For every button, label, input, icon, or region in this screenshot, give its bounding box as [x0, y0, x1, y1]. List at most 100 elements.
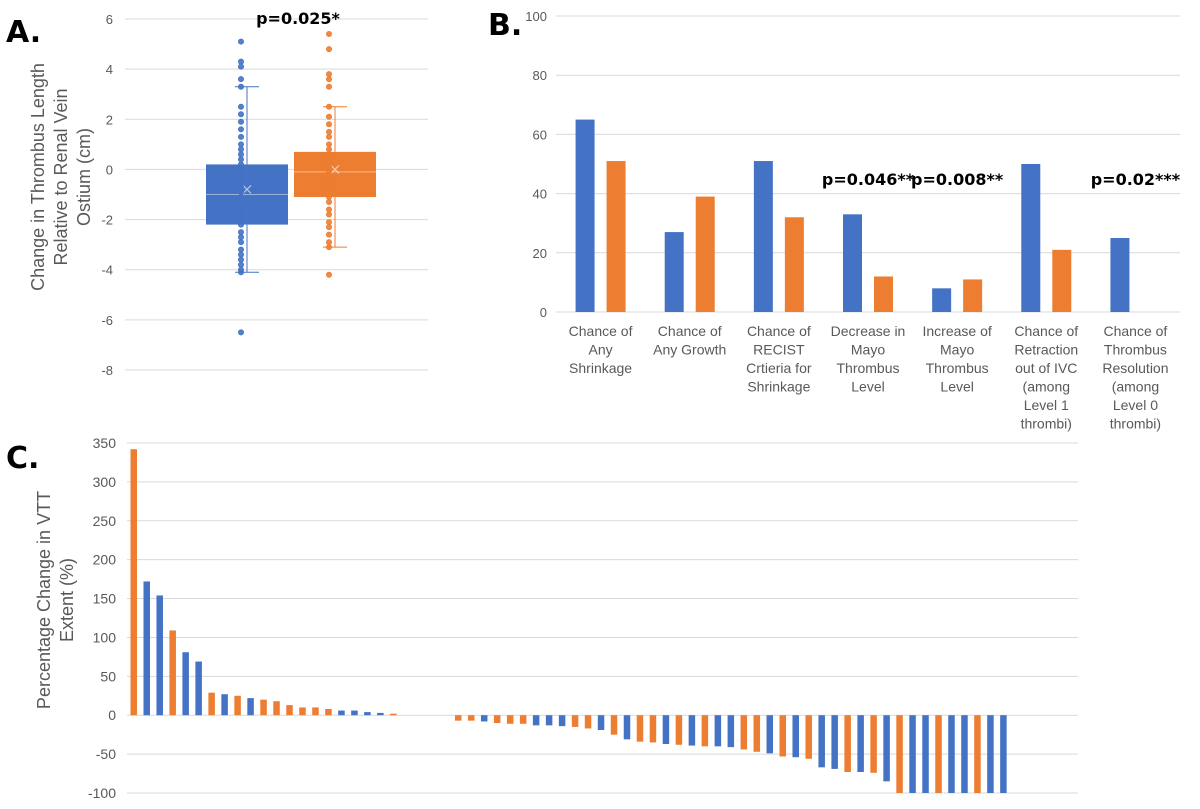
bar	[961, 715, 968, 793]
box	[294, 151, 376, 198]
data-point	[237, 206, 244, 213]
data-point	[237, 133, 244, 140]
y-tick-label: 100	[525, 9, 547, 24]
data-point	[325, 113, 332, 120]
bar	[143, 581, 150, 716]
bar	[727, 715, 735, 748]
bar	[493, 715, 501, 723]
bar	[519, 715, 527, 724]
bar	[831, 715, 838, 769]
bar	[130, 449, 137, 716]
bar	[571, 715, 579, 727]
data-point	[237, 38, 244, 45]
bar	[390, 713, 397, 716]
data-point	[237, 76, 244, 83]
data-point	[325, 31, 332, 38]
data-point	[325, 244, 332, 251]
data-point	[325, 76, 332, 83]
bar	[636, 715, 644, 742]
data-point	[237, 63, 244, 70]
p-value-annotation: p=0.02***	[1091, 170, 1181, 189]
bar	[260, 699, 267, 716]
bar	[701, 715, 709, 747]
y-tick-label: -6	[101, 313, 113, 328]
data-point	[237, 161, 244, 168]
data-point	[237, 126, 244, 133]
data-point	[325, 168, 332, 175]
bar	[784, 217, 804, 312]
category-label: Thrombus	[1104, 342, 1167, 358]
data-point	[325, 239, 332, 246]
category-label: Chance of	[747, 323, 811, 339]
y-tick-label: 6	[106, 12, 113, 27]
bar	[247, 698, 254, 716]
bar	[377, 712, 384, 716]
data-point	[325, 146, 332, 153]
bar	[695, 196, 715, 312]
data-point	[325, 178, 332, 185]
bar	[1000, 715, 1007, 793]
data-point	[325, 211, 332, 218]
y-axis-title: Ostium (cm)	[74, 128, 94, 226]
data-point	[237, 111, 244, 118]
data-point	[237, 118, 244, 125]
bar	[532, 715, 540, 726]
bar	[623, 715, 631, 740]
y-tick-label: 100	[93, 629, 117, 645]
data-point	[237, 211, 244, 218]
y-tick-label: 80	[533, 68, 547, 83]
data-point	[325, 183, 332, 190]
bar	[455, 715, 462, 721]
bar	[597, 715, 605, 730]
data-point	[325, 71, 332, 78]
box	[206, 164, 288, 225]
bar	[714, 715, 722, 747]
data-point	[237, 188, 244, 195]
y-tick-label: 4	[106, 62, 113, 77]
data-point	[325, 133, 332, 140]
data-point	[325, 271, 332, 278]
bar	[753, 715, 761, 752]
bar	[675, 715, 683, 745]
bar	[325, 709, 332, 716]
category-label: Thrombus	[836, 360, 899, 376]
data-point	[325, 128, 332, 135]
category-label: Mayo	[940, 342, 974, 358]
bar	[1110, 238, 1130, 312]
data-point	[325, 199, 332, 206]
bar	[874, 276, 893, 312]
bar	[766, 715, 774, 754]
y-tick-label: 0	[540, 305, 547, 320]
bar	[610, 715, 618, 735]
data-point	[325, 219, 332, 226]
category-label: Chance of	[658, 323, 722, 339]
category-label: (among	[1023, 379, 1070, 395]
bar	[932, 288, 952, 312]
data-point	[237, 173, 244, 180]
bar	[286, 705, 293, 716]
y-tick-label: 50	[100, 668, 116, 684]
category-label: Level 0	[1113, 397, 1158, 413]
bar	[753, 161, 773, 312]
bar	[664, 232, 684, 312]
bar	[169, 630, 176, 716]
data-point	[237, 329, 244, 336]
bar	[312, 707, 319, 716]
data-point	[237, 256, 244, 263]
category-label: (among	[1112, 379, 1159, 395]
panel-label-b: B.	[488, 8, 522, 43]
data-point	[237, 216, 244, 223]
bar	[922, 715, 929, 793]
data-point	[325, 103, 332, 110]
bar	[974, 715, 981, 793]
mean-marker	[330, 165, 340, 174]
y-tick-label: 0	[108, 707, 116, 723]
bar	[480, 715, 488, 722]
category-label: out of IVC	[1015, 360, 1077, 376]
category-label: Chance of	[1104, 323, 1168, 339]
y-tick-label: -50	[96, 746, 116, 762]
bar	[182, 652, 189, 716]
y-tick-label: 200	[93, 552, 117, 568]
bar	[221, 694, 228, 716]
bar	[506, 715, 514, 724]
